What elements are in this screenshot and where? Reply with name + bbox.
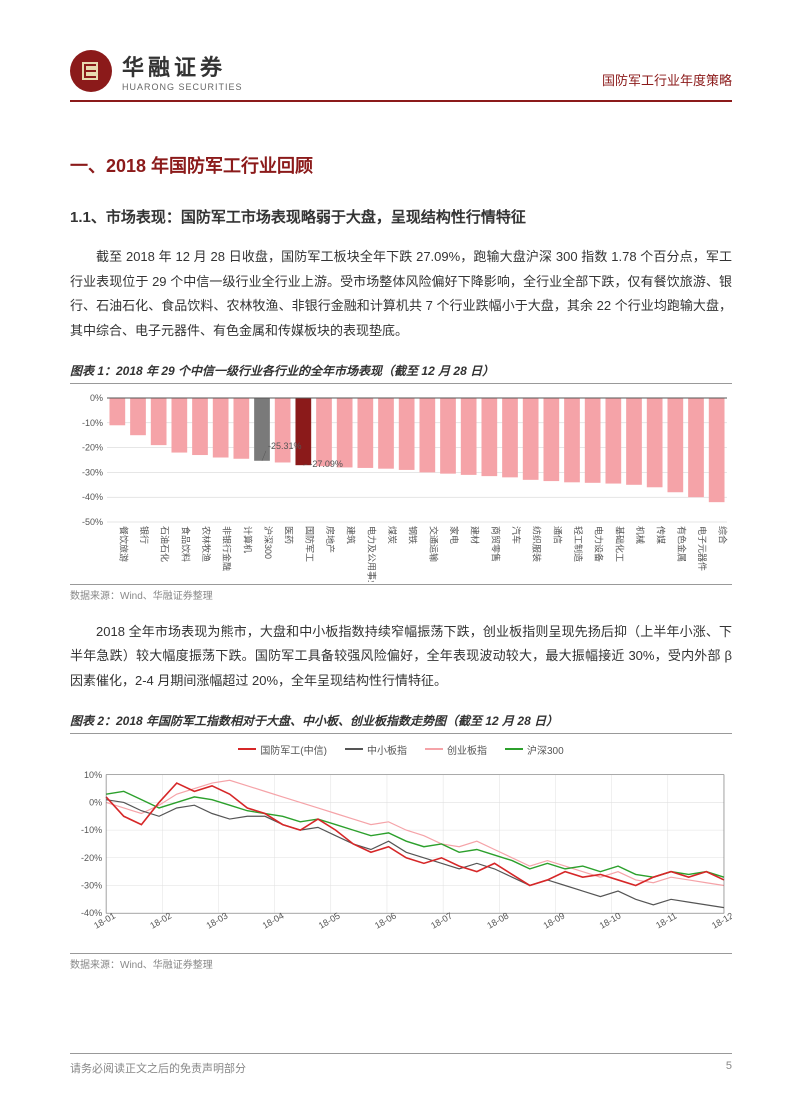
svg-text:18-05: 18-05 — [317, 910, 342, 930]
chart2-container: 国防军工(中信) 中小板指 创业板指 沪深300 10% 0% -10% -20% -30% -… — [70, 736, 732, 954]
svg-text:沪深300: 沪深300 — [263, 526, 274, 559]
svg-text:18-06: 18-06 — [373, 910, 398, 930]
svg-text:-25.31%: -25.31% — [268, 441, 302, 451]
svg-text:0%: 0% — [89, 797, 102, 807]
svg-text:石油石化: 石油石化 — [160, 526, 171, 562]
page-footer: 请务必阅读正文之后的免责声明部分 5 — [70, 1053, 732, 1076]
chart2-title: 图表 2：2018 年国防军工指数相对于大盘、中小板、创业板指数走势图（截至 1… — [70, 712, 732, 734]
svg-text:建材: 建材 — [470, 526, 481, 544]
chart1-container: 0% -10% -20% -30% -40% -50% -25.31% -27.09% 餐饮旅游… — [70, 386, 732, 585]
chart1-source: 数据来源：Wind、华融证券整理 — [70, 587, 732, 602]
legend-item: 创业板指 — [425, 742, 487, 757]
svg-text:综合: 综合 — [718, 526, 729, 544]
legend-item: 沪深300 — [505, 742, 564, 757]
legend-item: 中小板指 — [345, 742, 407, 757]
svg-text:18-09: 18-09 — [541, 910, 566, 930]
svg-text:农林牧渔: 农林牧渔 — [201, 526, 212, 562]
svg-text:-30%: -30% — [82, 467, 103, 477]
svg-text:-40%: -40% — [81, 908, 102, 918]
svg-text:交通运输: 交通运输 — [428, 526, 439, 562]
svg-text:房地产: 房地产 — [325, 526, 336, 553]
svg-text:基础化工: 基础化工 — [614, 526, 625, 562]
svg-text:钢铁: 钢铁 — [408, 526, 419, 544]
svg-text:机械: 机械 — [635, 526, 646, 544]
svg-text:汽车: 汽车 — [511, 526, 522, 544]
svg-text:轻工制造: 轻工制造 — [573, 526, 584, 562]
svg-text:0%: 0% — [90, 393, 103, 403]
paragraph-1: 截至 2018 年 12 月 28 日收盘，国防军工板块全年下跌 27.09%，… — [70, 245, 732, 344]
svg-text:18-04: 18-04 — [261, 910, 286, 930]
svg-text:电力设备: 电力设备 — [594, 526, 605, 562]
svg-text:电子元器件: 电子元器件 — [697, 526, 708, 571]
company-name-cn: 华融证券 — [122, 50, 243, 82]
subsection-title: 1.1、市场表现：国防军工市场表现略弱于大盘，呈现结构性行情特征 — [70, 206, 732, 227]
svg-text:银行: 银行 — [139, 526, 150, 544]
svg-text:18-08: 18-08 — [485, 910, 510, 930]
chart2-legend: 国防军工(中信) 中小板指 创业板指 沪深300 — [70, 742, 732, 757]
svg-text:商贸零售: 商贸零售 — [490, 526, 501, 562]
company-name-en: HUARONG SECURITIES — [122, 82, 243, 92]
chart1-title: 图表 1：2018 年 29 个中信一级行业各行业的全年市场表现（截至 12 月… — [70, 362, 732, 384]
chart2-line-chart: 10%0%-10%-20%-30%-40%18-0118-0218-0318-0… — [70, 761, 732, 951]
svg-text:食品饮料: 食品饮料 — [180, 526, 191, 562]
svg-text:家电: 家电 — [449, 526, 460, 544]
logo-block: 华融证券 HUARONG SECURITIES — [70, 50, 243, 92]
svg-text:计算机: 计算机 — [242, 526, 253, 553]
svg-text:-50%: -50% — [82, 517, 103, 527]
svg-text:18-03: 18-03 — [204, 910, 229, 930]
svg-text:纺织服装: 纺织服装 — [532, 526, 543, 562]
section-title: 一、2018 年国防军工行业回顾 — [70, 152, 732, 178]
svg-text:18-02: 18-02 — [148, 910, 173, 930]
footer-page-number: 5 — [726, 1060, 732, 1076]
chart2-source: 数据来源：Wind、华融证券整理 — [70, 956, 732, 971]
svg-text:餐饮旅游: 餐饮旅游 — [118, 526, 129, 562]
svg-text:煤炭: 煤炭 — [387, 526, 398, 544]
svg-text:18-07: 18-07 — [429, 910, 454, 930]
svg-text:18-10: 18-10 — [598, 910, 623, 930]
svg-text:-20%: -20% — [82, 442, 103, 452]
svg-text:-40%: -40% — [82, 492, 103, 502]
svg-text:有色金属: 有色金属 — [676, 526, 687, 562]
company-logo-icon — [70, 50, 112, 92]
svg-text:18-11: 18-11 — [654, 910, 678, 930]
svg-text:传媒: 传媒 — [656, 526, 667, 544]
footer-disclaimer: 请务必阅读正文之后的免责声明部分 — [70, 1060, 246, 1076]
page-header: 华融证券 HUARONG SECURITIES 国防军工行业年度策略 — [70, 50, 732, 102]
svg-text:-10%: -10% — [82, 418, 103, 428]
legend-item: 国防军工(中信) — [238, 742, 327, 757]
svg-text:-20%: -20% — [81, 853, 102, 863]
svg-text:建筑: 建筑 — [346, 526, 357, 544]
chart1-bar-chart: 0% -10% -20% -30% -40% -50% -25.31% -27.09% 餐饮旅游… — [70, 392, 732, 582]
svg-text:-27.09%: -27.09% — [309, 459, 343, 469]
svg-text:国防军工: 国防军工 — [304, 526, 315, 562]
svg-text:电力及公用事业: 电力及公用事业 — [366, 526, 377, 582]
paragraph-2: 2018 全年市场表现为熊市，大盘和中小板指数持续窄幅振荡下跌，创业板指则呈现先… — [70, 620, 732, 694]
svg-text:医药: 医药 — [284, 526, 294, 544]
svg-text:-30%: -30% — [81, 880, 102, 890]
svg-text:通信: 通信 — [552, 526, 563, 544]
svg-text:非银行金融: 非银行金融 — [222, 526, 233, 571]
svg-text:-10%: -10% — [81, 825, 102, 835]
svg-text:18-12: 18-12 — [710, 910, 732, 930]
svg-text:10%: 10% — [84, 770, 102, 780]
header-doc-title: 国防军工行业年度策略 — [602, 50, 732, 89]
